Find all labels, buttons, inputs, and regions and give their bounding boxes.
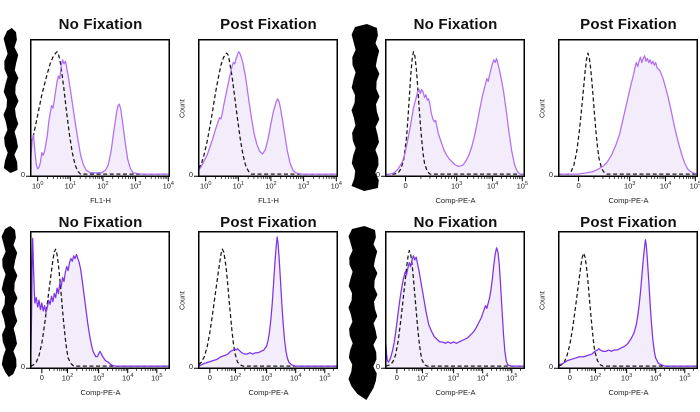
- panel-title: No Fixation: [58, 16, 143, 33]
- x-tick-label: 103: [450, 181, 463, 191]
- x-tick-label: 103: [129, 181, 142, 191]
- y-axis-zero-tick-label: 0: [375, 170, 380, 179]
- histogram-plot: [194, 39, 338, 182]
- x-tick-label: 102: [416, 373, 429, 383]
- histogram-plot: [554, 39, 698, 182]
- x-tick-label: 103: [260, 373, 273, 383]
- panel-title: No Fixation: [413, 16, 498, 33]
- x-tick-label: 103: [92, 373, 105, 383]
- x-axis-tick-labels: 0 103 104 105: [532, 181, 700, 193]
- x-axis-tick-labels: 100 101 102 103 104: [4, 181, 176, 193]
- x-tick-label: 100: [31, 181, 44, 191]
- histogram-panel: No Fixation 0 0 102 103 104 105 Comp-PE-A: [4, 214, 176, 410]
- histogram-panel: Post Fixation Count 0 100 101 102 103 104 FL…: [172, 16, 344, 212]
- x-tick-label: 104: [289, 373, 302, 383]
- x-tick-label: 104: [649, 373, 662, 383]
- y-axis-zero-tick-label: 0: [20, 362, 25, 371]
- x-tick-label: 101: [232, 181, 245, 191]
- redacted-row-label: [1, 226, 18, 377]
- x-axis-tick-labels: 0 102 103 104 105: [532, 373, 700, 385]
- panel-title: No Fixation: [58, 214, 143, 231]
- x-tick-label: 103: [297, 181, 310, 191]
- histogram-plot: [554, 231, 698, 374]
- x-tick-label: 104: [476, 373, 489, 383]
- x-axis-tick-labels: 0 103 104 105: [359, 181, 531, 193]
- x-tick-label: 0: [576, 181, 581, 190]
- x-tick-label: 101: [64, 181, 77, 191]
- y-axis-zero-tick-label: 0: [188, 362, 193, 371]
- x-axis-label: Comp-PE-A: [248, 388, 289, 397]
- redacted-row-label: [3, 28, 19, 173]
- redacted-row-label: [348, 226, 378, 400]
- x-axis-label: Comp-PE-A: [608, 388, 649, 397]
- x-tick-label: 103: [447, 373, 460, 383]
- x-tick-label: 105: [516, 181, 528, 191]
- x-tick-label: 103: [620, 373, 633, 383]
- histogram-panel: Post Fixation Count 0 0 102 103 104 105 Comp…: [172, 214, 344, 410]
- x-tick-label: 105: [689, 181, 700, 191]
- x-tick-label: 0: [567, 373, 572, 382]
- x-tick-label: 105: [319, 373, 331, 383]
- x-tick-label: 105: [506, 373, 518, 383]
- y-axis-label: Count: [539, 99, 547, 118]
- histogram-plot: [26, 231, 170, 374]
- x-tick-label: 102: [265, 181, 277, 191]
- y-axis-label: Count: [539, 291, 547, 310]
- x-tick-label: 105: [151, 373, 163, 383]
- x-tick-label: 102: [97, 181, 109, 191]
- x-axis-tick-labels: 100 101 102 103 104: [172, 181, 344, 193]
- histogram-plot: [381, 231, 525, 374]
- x-axis-label: Comp-PE-A: [608, 196, 649, 205]
- y-axis-zero-tick-label: 0: [20, 170, 25, 179]
- histogram-plot: [194, 231, 338, 374]
- x-tick-label: 104: [330, 181, 342, 191]
- x-tick-label: 103: [623, 181, 636, 191]
- panel-title: Post Fixation: [580, 214, 677, 231]
- panel-title: No Fixation: [413, 214, 498, 231]
- panel-title: Post Fixation: [220, 214, 317, 231]
- y-axis-zero-tick-label: 0: [375, 362, 380, 371]
- histogram-panel: No Fixation 0 100 101 102 103 104 FL1-H: [4, 16, 176, 212]
- histogram-panel: Post Fixation Count 0 0 102 103 104 105 Comp…: [532, 214, 700, 410]
- x-tick-label: 102: [61, 373, 74, 383]
- x-tick-label: 104: [162, 181, 174, 191]
- x-tick-label: 104: [486, 181, 499, 191]
- y-axis-label: Count: [179, 99, 187, 118]
- x-tick-label: 0: [394, 373, 399, 382]
- y-axis-label: Count: [179, 291, 187, 310]
- x-axis-tick-labels: 0 102 103 104 105: [359, 373, 531, 385]
- y-axis-zero-tick-label: 0: [548, 170, 553, 179]
- x-tick-label: 104: [121, 373, 134, 383]
- panel-title: Post Fixation: [220, 16, 317, 33]
- x-axis-tick-labels: 0 102 103 104 105: [172, 373, 344, 385]
- histogram-panel: No Fixation 0 0 102 103 104 105 Comp-PE-A: [359, 214, 531, 410]
- x-tick-label: 0: [403, 181, 408, 190]
- x-axis-label: Comp-PE-A: [435, 196, 476, 205]
- x-tick-label: 100: [199, 181, 212, 191]
- x-tick-label: 102: [589, 373, 602, 383]
- x-tick-label: 104: [659, 181, 672, 191]
- y-axis-zero-tick-label: 0: [188, 170, 193, 179]
- x-axis-label: Comp-PE-A: [435, 388, 476, 397]
- y-axis-zero-tick-label: 0: [548, 362, 553, 371]
- histogram-panel: Post Fixation Count 0 0 103 104 105 Comp-PE…: [532, 16, 700, 212]
- x-axis-label: Comp-PE-A: [80, 388, 121, 397]
- x-axis-label: FL1-H: [258, 196, 279, 205]
- histogram-panel: No Fixation 0 0 103 104 105 Comp-PE-A: [359, 16, 531, 212]
- x-tick-label: 0: [207, 373, 212, 382]
- panel-title: Post Fixation: [580, 16, 677, 33]
- x-axis-label: FL1-H: [90, 196, 111, 205]
- x-tick-label: 102: [229, 373, 242, 383]
- histogram-plot: [26, 39, 170, 182]
- x-axis-tick-labels: 0 102 103 104 105: [4, 373, 176, 385]
- redacted-row-label: [351, 24, 380, 191]
- x-tick-label: 105: [679, 373, 691, 383]
- x-tick-label: 0: [39, 373, 44, 382]
- histogram-plot: [381, 39, 525, 182]
